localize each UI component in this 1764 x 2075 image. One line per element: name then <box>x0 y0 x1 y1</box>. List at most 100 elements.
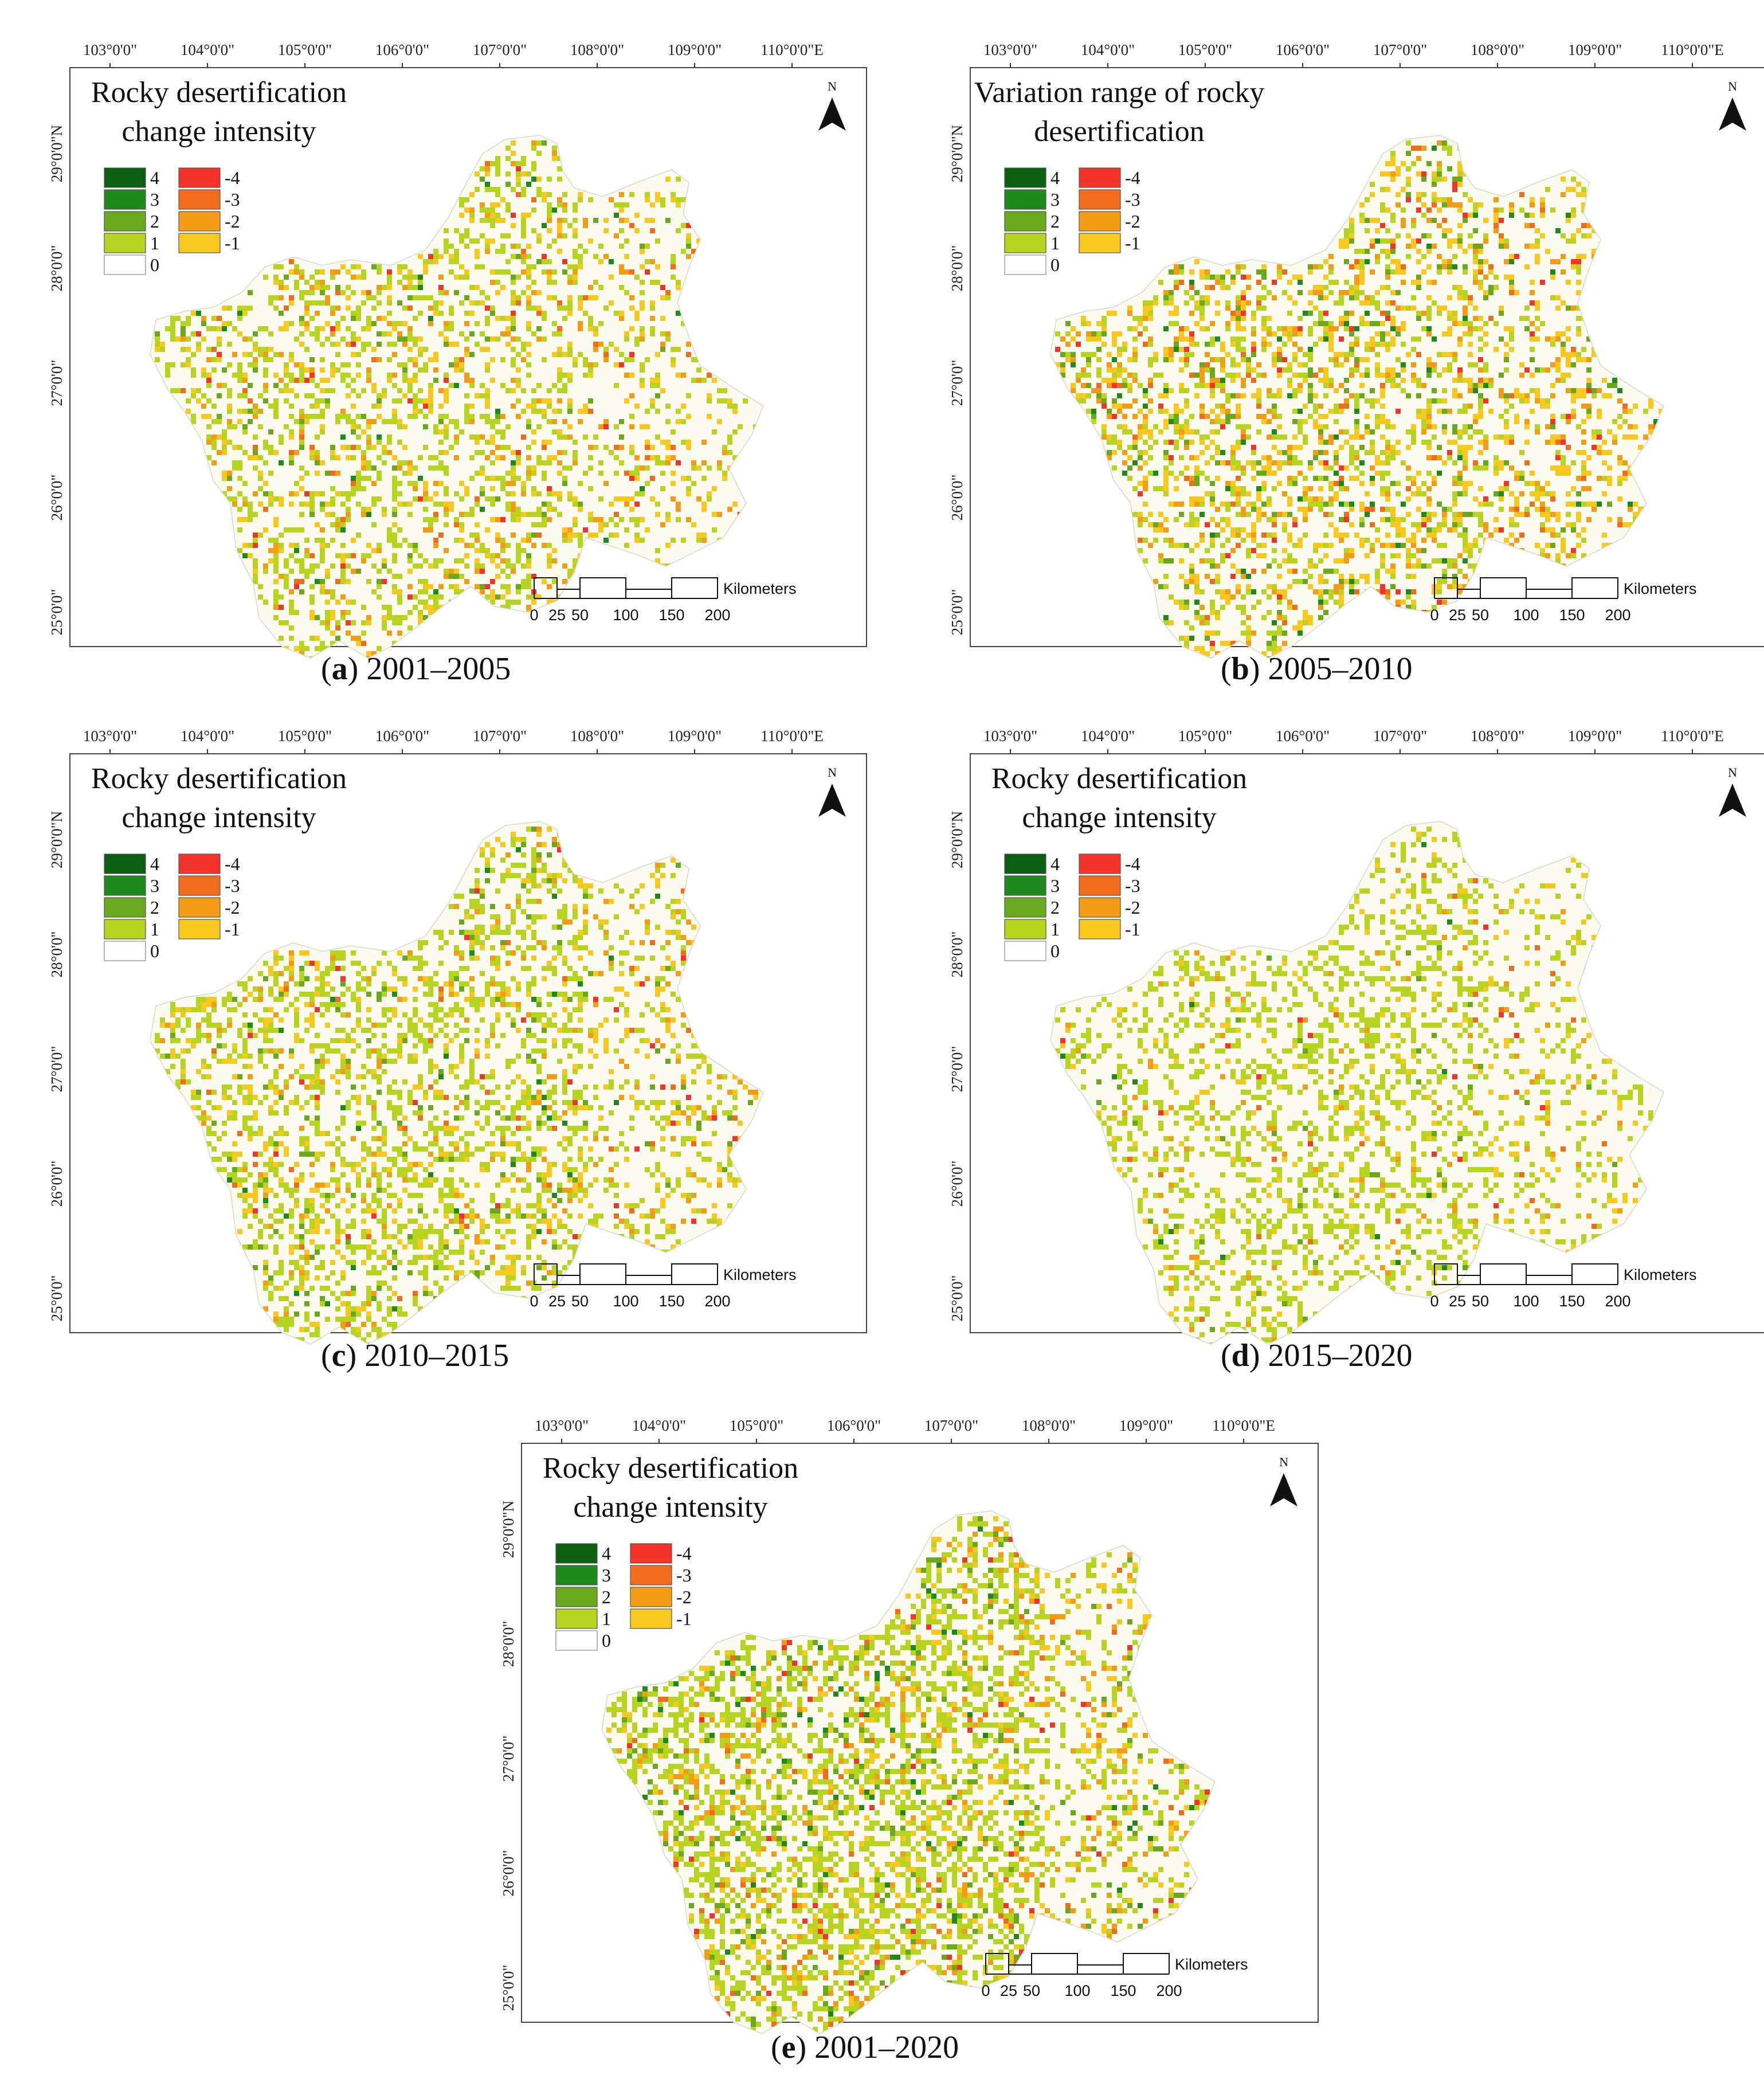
scale-tick-label: 25 <box>1449 606 1466 624</box>
legend-label: 1 <box>1050 919 1060 939</box>
legend-label: -4 <box>1125 167 1140 188</box>
map-title-line1: Rocky desertification <box>543 1452 798 1485</box>
north-arrow-icon: N <box>1719 79 1746 131</box>
latitude-tick-label: 27°0'0" <box>48 1046 65 1093</box>
legend-label: 1 <box>150 919 159 939</box>
scale-tick-label: 50 <box>571 1293 589 1310</box>
map-title-line1: Rocky desertification <box>91 76 347 109</box>
longitude-tick-label: 108°0'0" <box>1471 41 1524 58</box>
latitude-tick-label: 25°0'0" <box>48 1275 65 1322</box>
longitude-tick-label: 110°0'0"E <box>1661 41 1724 58</box>
longitude-tick-label: 104°0'0" <box>1081 727 1135 745</box>
map-panel-a: 103°0'0" 104°0'0" 105°0'0" 106°0'0" 107°0'0"… <box>47 33 867 681</box>
latitude-tick-label: 28°0'0" <box>48 931 65 978</box>
legend-label: 2 <box>602 1587 611 1607</box>
scale-tick-label: 200 <box>1605 606 1630 624</box>
legend-swatch <box>104 233 146 253</box>
longitude-tick-label: 108°0'0" <box>570 727 624 745</box>
legend-label: 3 <box>602 1565 611 1585</box>
legend-swatch <box>1079 919 1121 939</box>
longitude-tick-label: 103°0'0" <box>983 41 1037 58</box>
legend-swatch <box>555 1587 598 1607</box>
latitude-tick-label: 27°0'0" <box>948 1046 966 1093</box>
longitude-tick-label: 106°0'0" <box>375 727 429 745</box>
legend-swatch <box>1079 233 1121 253</box>
latitude-tick-label: 25°0'0" <box>500 1965 517 2011</box>
latitude-tick-label: 27°0'0" <box>500 1736 517 1782</box>
longitude-tick-label: 103°0'0" <box>83 727 137 745</box>
legend-swatch <box>1004 919 1046 939</box>
legend-label: -2 <box>676 1587 692 1607</box>
longitude-tick-label: 104°0'0" <box>181 41 234 58</box>
longitude-tick-label: 107°0'0" <box>924 1417 978 1434</box>
latitude-tick-label: 25°0'0" <box>48 589 65 636</box>
legend-label: -2 <box>1125 897 1140 918</box>
longitude-tick-label: 108°0'0" <box>570 41 624 58</box>
longitude-tick-label: 108°0'0" <box>1022 1417 1076 1434</box>
longitude-tick-label: 105°0'0" <box>1178 727 1232 745</box>
scale-tick-label: 50 <box>1472 606 1489 624</box>
legend-swatch <box>104 941 146 961</box>
map-figure: 103°0'0" 104°0'0" 105°0'0" 106°0'0" 107°0'0"… <box>948 41 1764 659</box>
scale-bar: 0 25 50 100 150 200 Kilometers <box>530 577 797 624</box>
scale-tick-label: 0 <box>530 606 538 624</box>
caption-b: (b) 2005–2010 <box>1221 651 1413 687</box>
scale-tick-label: 150 <box>1110 1982 1136 1999</box>
legend-swatch <box>178 919 221 939</box>
legend-label: 0 <box>1050 255 1060 275</box>
map-figure: 103°0'0" 104°0'0" 105°0'0" 106°0'0" 107°0'0"… <box>48 727 867 1345</box>
map-panel-d: 103°0'0" 104°0'0" 105°0'0" 106°0'0" 107°0'0"… <box>947 719 1764 1367</box>
legend-label: -4 <box>676 1543 692 1564</box>
longitude-tick-label: 110°0'0"E <box>1212 1417 1275 1434</box>
latitude-tick-label: 29°0'0"N <box>48 125 65 182</box>
latitude-tick-label: 28°0'0" <box>48 245 65 292</box>
scale-tick-label: 25 <box>548 606 566 624</box>
longitude-tick-label: 110°0'0"E <box>761 41 824 58</box>
latitude-tick-label: 29°0'0"N <box>948 125 966 182</box>
longitude-tick-label: 107°0'0" <box>473 41 527 58</box>
longitude-tick-label: 106°0'0" <box>375 41 429 58</box>
legend-swatch <box>1004 167 1046 188</box>
scale-unit-label: Kilometers <box>723 1266 797 1283</box>
scale-tick-label: 100 <box>613 606 638 624</box>
province-raster <box>1050 135 1664 658</box>
longitude-tick-label: 104°0'0" <box>1081 41 1135 58</box>
legend-label: 4 <box>150 854 159 874</box>
map-panel-e: 103°0'0" 104°0'0" 105°0'0" 106°0'0" 107°0'0"… <box>499 1409 1319 2057</box>
scale-tick-label: 25 <box>548 1293 566 1310</box>
map-title-line2: change intensity <box>121 801 316 834</box>
legend-label: 3 <box>1050 189 1060 210</box>
latitude-tick-label: 25°0'0" <box>948 589 966 636</box>
scale-tick-label: 25 <box>1449 1293 1466 1310</box>
scale-tick-label: 100 <box>613 1293 638 1310</box>
north-arrow-icon: N <box>1270 1455 1297 1506</box>
svg-text:N: N <box>828 79 837 93</box>
legend-label: 0 <box>150 255 159 275</box>
province-raster <box>1050 821 1664 1344</box>
legend-swatch <box>104 919 146 939</box>
legend-label: 2 <box>150 211 159 232</box>
scale-tick-label: 100 <box>1513 606 1539 624</box>
legend-swatch <box>630 1565 672 1585</box>
latitude-tick-label: 26°0'0" <box>948 1161 966 1207</box>
legend-label: -3 <box>676 1565 692 1585</box>
legend-label: 4 <box>1050 167 1060 188</box>
latitude-tick-label: 27°0'0" <box>948 360 966 406</box>
caption-c: (c) 2010–2015 <box>321 1338 509 1373</box>
latitude-tick-label: 26°0'0" <box>48 475 65 521</box>
scale-tick-label: 100 <box>1064 1982 1090 1999</box>
legend-label: 3 <box>1050 875 1060 896</box>
north-arrow-icon: N <box>818 79 846 131</box>
longitude-tick-label: 107°0'0" <box>473 727 527 745</box>
map-title-line2: change intensity <box>1022 801 1216 834</box>
scale-tick-label: 200 <box>704 606 730 624</box>
scale-tick-label: 150 <box>658 606 684 624</box>
legend-label: -3 <box>225 875 240 896</box>
legend-label: -2 <box>225 897 240 918</box>
legend-swatch <box>178 211 221 232</box>
map-title-line1: Rocky desertification <box>991 762 1247 795</box>
map-title-line1: Variation range of rocky <box>974 76 1265 109</box>
